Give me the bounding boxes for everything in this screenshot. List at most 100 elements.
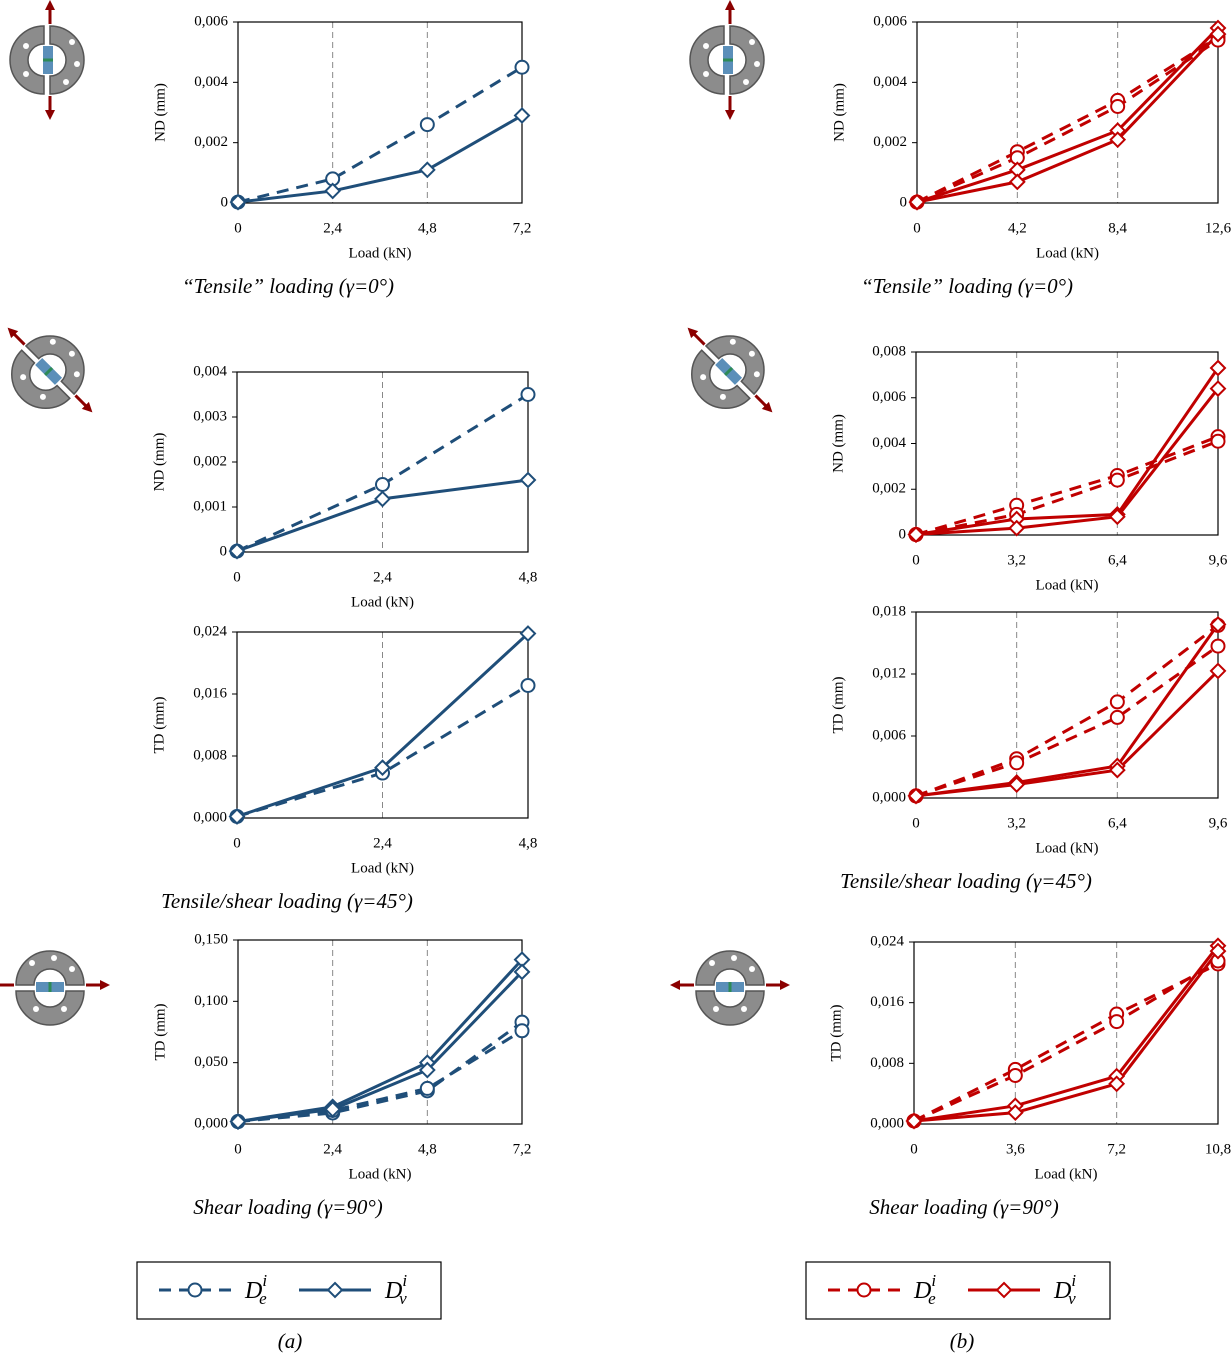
series-line	[916, 26, 1220, 204]
series-line	[915, 669, 1220, 798]
y-tick-label: 0,004	[194, 74, 228, 90]
y-tick-label: 0	[900, 194, 908, 210]
x-tick-label: 2,4	[323, 220, 342, 236]
x-tick-label: 9,6	[1209, 815, 1228, 831]
marker-circle	[187, 1282, 203, 1298]
y-tick-label: 0,003	[193, 408, 227, 424]
y-tick-label: 0,100	[194, 993, 228, 1009]
x-axis-label: Load (kN)	[1035, 1166, 1098, 1182]
legend-label-sup: i	[262, 1271, 267, 1290]
legend-box	[805, 1261, 1111, 1320]
x-axis-label: Load (kN)	[1036, 577, 1099, 593]
y-tick-label: 0,001	[193, 498, 227, 514]
y-tick-label: 0,004	[872, 435, 906, 451]
marker-diamond	[513, 107, 531, 124]
y-tick-label: 0,150	[194, 931, 228, 947]
y-tick-label: 0,008	[872, 343, 906, 359]
y-tick-label: 0,000	[870, 1115, 904, 1131]
series-line	[237, 65, 523, 204]
series-line	[915, 439, 1219, 537]
series-line	[915, 367, 1220, 537]
y-axis-label: TD (mm)	[151, 696, 167, 753]
legend-label-base: D	[384, 1278, 402, 1304]
y-tick-label: 0,006	[872, 727, 906, 743]
series-line	[913, 950, 1220, 1123]
marker-diamond	[907, 787, 925, 805]
x-tick-label: 4,8	[519, 835, 538, 851]
marker-diamond	[1108, 761, 1126, 779]
series-line	[916, 38, 1219, 204]
x-tick-label: 0	[234, 220, 242, 236]
x-tick-label: 3,2	[1007, 815, 1026, 831]
caption: “Tensile” loading (γ=0°)	[861, 274, 1073, 298]
series-line	[237, 958, 524, 1124]
marker-diamond	[229, 193, 247, 211]
legend-label-base: D	[913, 1278, 931, 1304]
plot-frame	[915, 611, 1219, 799]
marker-diamond	[1006, 1104, 1024, 1122]
series-line	[915, 624, 1219, 798]
specimen-icon	[8, 0, 86, 122]
legend-label-sup: i	[1071, 1271, 1076, 1290]
x-tick-label: 4,8	[418, 220, 437, 236]
marker-circle	[1109, 694, 1125, 710]
legend-label: Di v	[1053, 1271, 1076, 1308]
panel-label: (a)	[278, 1329, 303, 1353]
marker-diamond	[418, 1061, 436, 1079]
x-tick-label: 7,2	[513, 1141, 532, 1157]
x-tick-label: 7,2	[1107, 1141, 1126, 1157]
caption: Shear loading (γ=90°)	[193, 1195, 383, 1219]
series-line	[915, 387, 1220, 537]
y-axis-label: ND (mm)	[831, 83, 847, 142]
x-tick-label: 2,4	[373, 569, 392, 585]
marker-diamond	[1209, 359, 1227, 377]
marker-circle	[375, 477, 390, 492]
x-tick-label: 0	[234, 1141, 242, 1157]
marker-diamond	[519, 625, 537, 642]
marker-circle	[1109, 472, 1125, 488]
legend-label: Di v	[384, 1271, 407, 1308]
marker-circle	[520, 387, 536, 402]
legend-label-sub: e	[928, 1289, 936, 1308]
y-tick-label: 0,050	[194, 1054, 228, 1070]
x-tick-label: 6,4	[1108, 552, 1127, 568]
y-tick-label: 0,004	[873, 74, 907, 90]
series-line	[237, 1029, 523, 1124]
marker-circle	[514, 1023, 530, 1039]
y-tick-label: 0,008	[870, 1055, 904, 1071]
marker-diamond	[1008, 519, 1026, 537]
y-tick-label: 0,000	[193, 809, 227, 825]
marker-circle	[520, 677, 536, 693]
marker-diamond	[1109, 131, 1127, 149]
x-axis-label: Load (kN)	[1036, 840, 1099, 856]
y-axis-label: TD (mm)	[828, 1004, 844, 1061]
marker-circle	[1210, 433, 1226, 449]
x-tick-label: 0	[912, 552, 920, 568]
x-tick-label: 3,2	[1007, 552, 1026, 568]
legend-label-sub: v	[399, 1289, 407, 1308]
marker-diamond	[1108, 1075, 1126, 1093]
legend-box	[136, 1261, 442, 1320]
marker-circle	[1109, 709, 1125, 725]
panel-label: (b)	[950, 1329, 975, 1353]
legend-label: Di e	[244, 1271, 267, 1308]
y-tick-label: 0,016	[193, 685, 227, 701]
plot-frame	[915, 351, 1219, 536]
marker-circle	[514, 59, 530, 75]
x-tick-label: 10,8	[1205, 1141, 1231, 1157]
marker-diamond	[374, 759, 391, 777]
marker-diamond	[908, 193, 926, 211]
y-tick-label: 0	[220, 543, 228, 559]
y-axis-label: TD (mm)	[830, 676, 846, 733]
y-tick-label: 0	[899, 526, 907, 542]
marker-circle	[419, 117, 435, 133]
marker-diamond	[907, 526, 925, 543]
marker-diamond	[519, 471, 537, 489]
marker-circle	[1210, 638, 1226, 654]
y-tick-label: 0	[221, 194, 229, 210]
series-line	[237, 1020, 523, 1124]
plot-frame	[237, 21, 523, 204]
legend-label-base: D	[1053, 1278, 1071, 1304]
x-tick-label: 12,6	[1205, 220, 1231, 236]
